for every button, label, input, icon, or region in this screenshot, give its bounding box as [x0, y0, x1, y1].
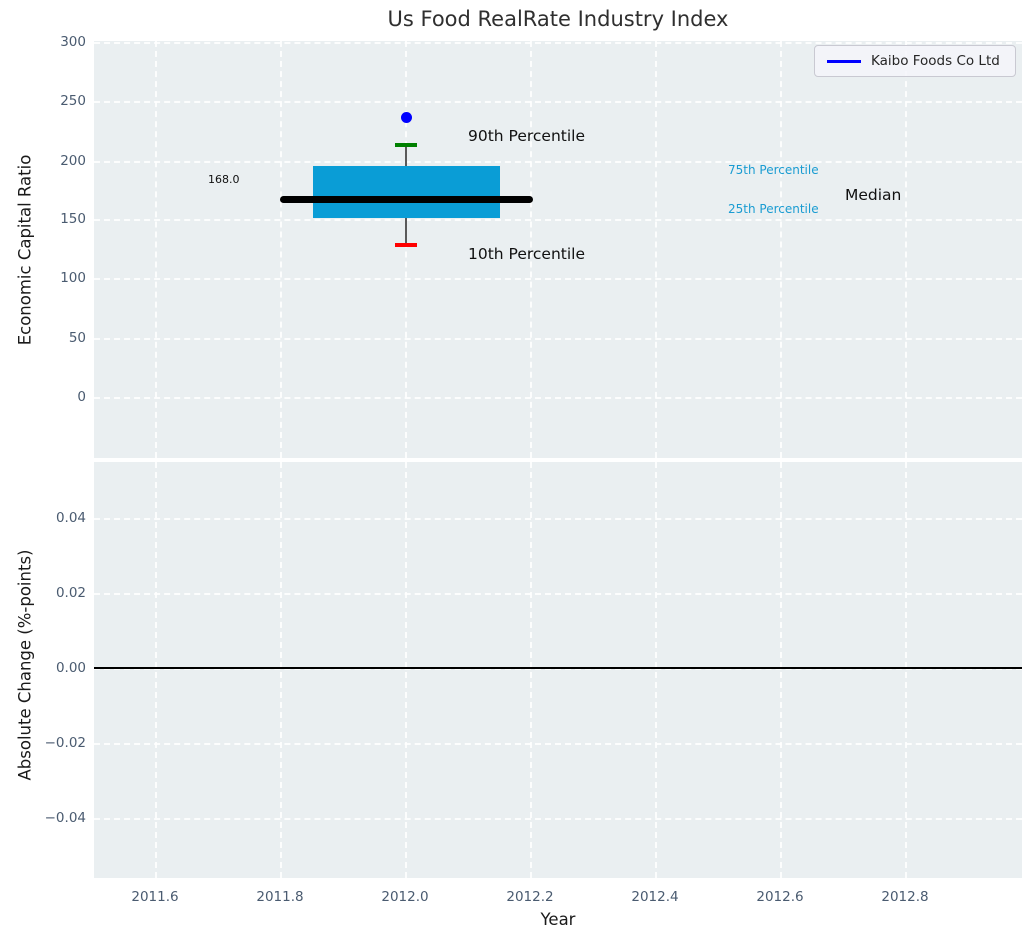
gridline-v	[905, 41, 907, 458]
ytick-top: 0	[77, 389, 86, 405]
gridline-v	[530, 41, 532, 458]
median-line	[280, 196, 533, 203]
xtick: 2011.8	[256, 889, 304, 905]
xtick: 2012.6	[756, 889, 804, 905]
bottom-axes	[94, 462, 1022, 878]
legend-label: Kaibo Foods Co Ltd	[871, 53, 1000, 69]
xtick: 2012.2	[506, 889, 554, 905]
p75-label: 75th Percentile	[728, 163, 819, 177]
company-data-point	[401, 112, 412, 123]
gridline-h	[94, 219, 1022, 221]
gridline-v	[530, 462, 532, 878]
ytick-bottom: 0.00	[55, 660, 86, 676]
ytick-bottom: 0.04	[55, 510, 86, 526]
ytick-bottom: 0.02	[55, 585, 86, 601]
gridline-v	[405, 41, 407, 458]
xtick: 2012.0	[381, 889, 429, 905]
ytick-bottom: −0.04	[44, 810, 86, 826]
gridline-v	[780, 462, 782, 878]
p90-label: 90th Percentile	[468, 127, 586, 145]
bottom-y-axis-label: Absolute Change (%-points)	[15, 549, 35, 781]
gridline-v	[655, 41, 657, 458]
gridline-v	[780, 41, 782, 458]
gridline-h	[94, 818, 1022, 820]
p10-label: 10th Percentile	[468, 245, 586, 263]
gridline-v	[155, 462, 157, 878]
top-y-axis-label: Economic Capital Ratio	[15, 154, 35, 346]
gridline-h	[94, 42, 1022, 44]
gridline-v	[155, 41, 157, 458]
p25-label: 25th Percentile	[728, 202, 819, 216]
gridline-h	[94, 101, 1022, 103]
gridline-v	[655, 462, 657, 878]
ytick-bottom: −0.02	[44, 735, 86, 751]
gridline-h	[94, 743, 1022, 745]
gridline-v	[280, 41, 282, 458]
chart-title: Us Food RealRate Industry Index	[387, 7, 729, 31]
gridline-h	[94, 338, 1022, 340]
gridline-h	[94, 593, 1022, 595]
p10-cap	[395, 243, 417, 247]
legend: Kaibo Foods Co Ltd	[814, 45, 1016, 77]
ytick-top: 50	[68, 330, 86, 346]
gridline-v	[280, 462, 282, 878]
gridline-h	[94, 278, 1022, 280]
gridline-v	[905, 462, 907, 878]
gridline-h	[94, 668, 1022, 670]
gridline-h	[94, 397, 1022, 399]
median-value-label: 168.0	[208, 173, 240, 186]
p90-cap	[395, 143, 417, 147]
gridline-h	[94, 518, 1022, 520]
ytick-top: 200	[60, 153, 86, 169]
top-axes: 90th Percentile 10th Percentile 75th Per…	[94, 41, 1022, 458]
ytick-top: 150	[60, 211, 86, 227]
xtick: 2012.8	[881, 889, 929, 905]
median-label: Median	[845, 186, 902, 204]
legend-line-swatch	[827, 59, 861, 63]
gridline-h	[94, 161, 1022, 163]
ytick-top: 300	[60, 34, 86, 50]
gridline-v	[405, 462, 407, 878]
ytick-top: 100	[60, 270, 86, 286]
ytick-top: 250	[60, 93, 86, 109]
xtick: 2011.6	[131, 889, 179, 905]
x-axis-label: Year	[540, 910, 576, 929]
zero-change-line	[94, 667, 1022, 669]
xtick: 2012.4	[631, 889, 679, 905]
interquartile-box	[313, 166, 500, 218]
